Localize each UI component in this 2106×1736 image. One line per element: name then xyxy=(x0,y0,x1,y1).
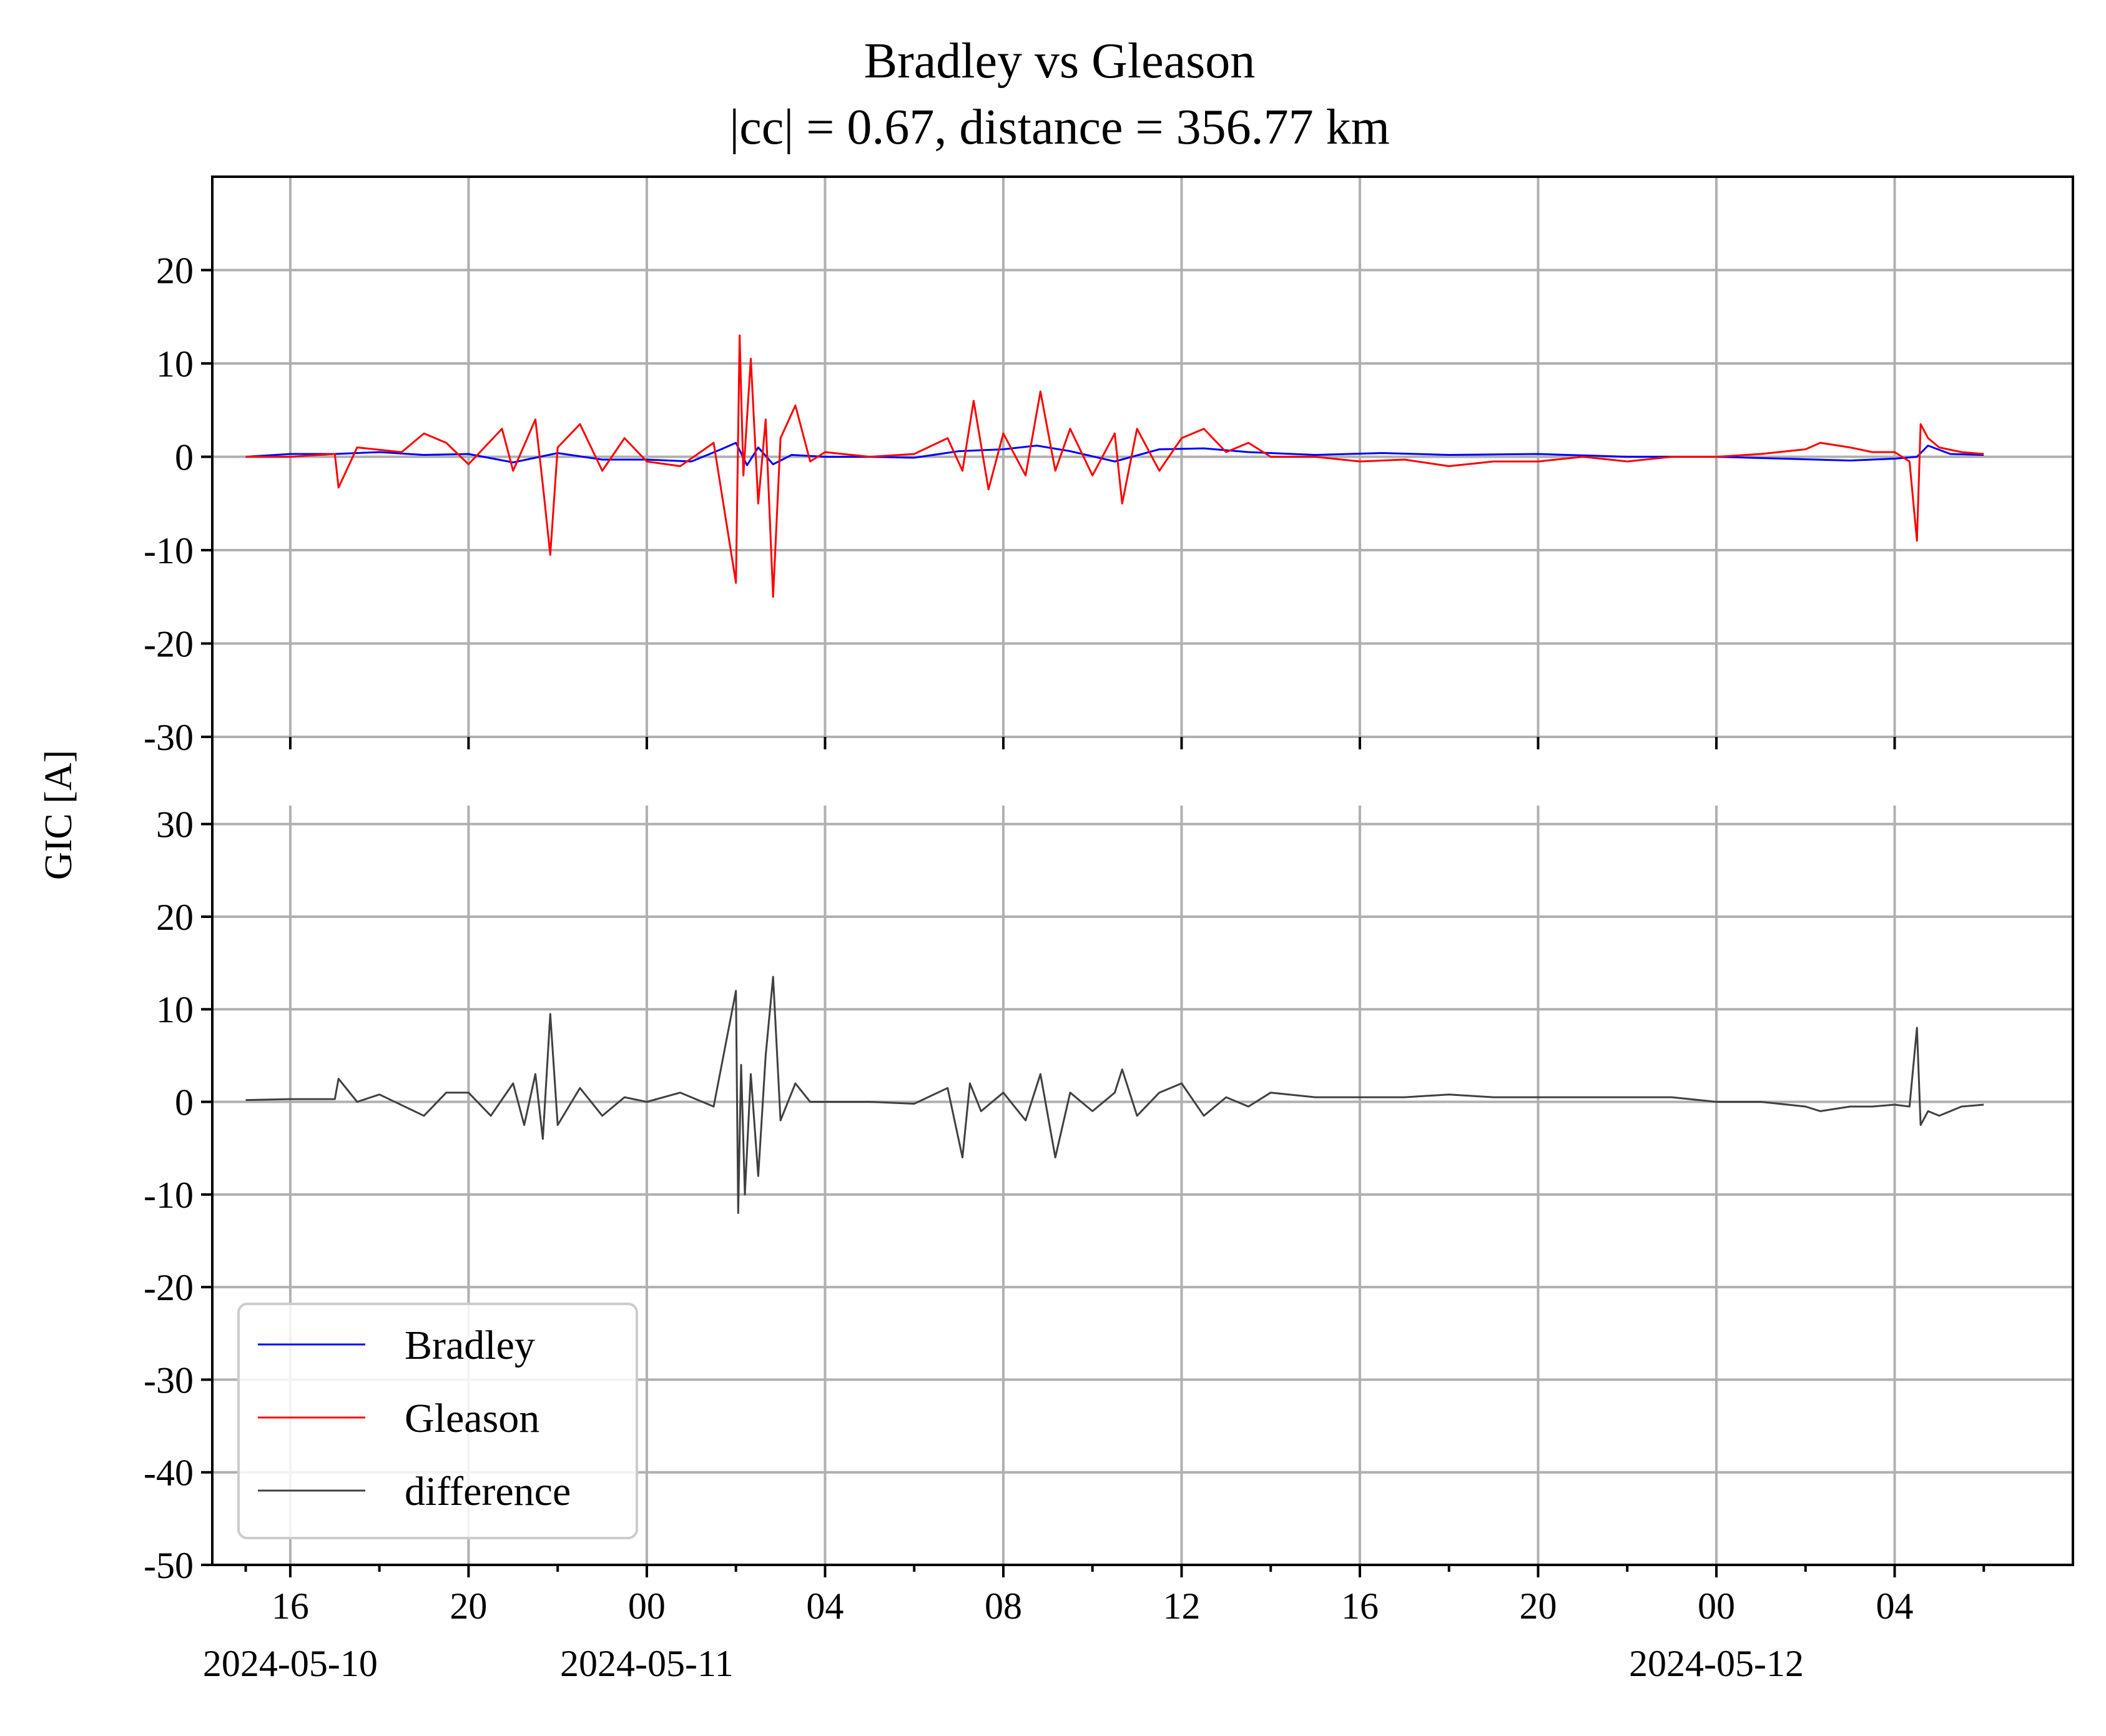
top-ytick-label-4: -20 xyxy=(144,624,194,665)
bottom-y-ticks: 30 20 10 0 -10 -20 -30 -40 -50 xyxy=(144,804,212,1586)
top-ytick-label-2: 0 xyxy=(175,437,194,478)
bottom-ytick-label-4: -10 xyxy=(144,1175,194,1216)
xdate-label-2: 2024-05-12 xyxy=(1629,1643,1804,1684)
xtick-label-7: 20 xyxy=(1519,1586,1557,1627)
top-series-group xyxy=(245,334,1984,598)
legend-label-bradley: Bradley xyxy=(405,1323,535,1368)
top-ytick-label-1: 10 xyxy=(156,343,194,385)
xdate-label-0: 2024-05-10 xyxy=(203,1643,378,1684)
bottom-ytick-label-1: 20 xyxy=(156,897,194,938)
y-axis-label: GIC [A] xyxy=(37,750,80,880)
xtick-label-3: 04 xyxy=(806,1586,844,1627)
bottom-panel: 30 20 10 0 -10 -20 -30 -40 -50 xyxy=(144,804,2073,1586)
series-line-difference xyxy=(245,975,1984,1214)
xtick-label-8: 00 xyxy=(1698,1586,1735,1627)
top-ytick-label-0: 20 xyxy=(156,250,194,292)
bottom-ytick-label-6: -30 xyxy=(144,1359,194,1401)
bottom-ytick-label-5: -20 xyxy=(144,1267,194,1308)
xtick-label-1: 20 xyxy=(450,1586,487,1627)
top-gridlines xyxy=(212,177,2073,738)
series-line-bradley xyxy=(245,441,1984,466)
xtick-label-9: 04 xyxy=(1876,1586,1913,1627)
legend-label-difference: difference xyxy=(405,1469,571,1514)
x-axis-ticks: 16 20 00 04 08 12 16 20 00 04 2024-05-10 2024-05-11… xyxy=(203,737,1985,1684)
top-ytick-label-3: -10 xyxy=(144,530,194,571)
plot-frame xyxy=(211,175,2074,1566)
chart-subtitle: |cc| = 0.67, distance = 356.77 km xyxy=(729,100,1390,155)
bottom-ytick-label-3: 0 xyxy=(175,1082,194,1123)
xtick-label-5: 12 xyxy=(1163,1586,1200,1627)
bottom-ytick-label-8: -50 xyxy=(144,1545,194,1586)
xtick-label-6: 16 xyxy=(1341,1586,1379,1627)
legend: Bradley Gleason difference xyxy=(237,1303,638,1539)
xtick-label-0: 16 xyxy=(272,1586,309,1627)
bottom-series-group xyxy=(245,975,1984,1214)
xtick-label-2: 00 xyxy=(628,1586,666,1627)
bottom-ytick-label-7: -40 xyxy=(144,1452,194,1494)
series-line-gleason xyxy=(245,334,1984,598)
xtick-label-4: 08 xyxy=(985,1586,1022,1627)
xdate-label-1: 2024-05-11 xyxy=(560,1643,734,1684)
bottom-ytick-label-2: 10 xyxy=(156,989,194,1030)
chart-title: Bradley vs Gleason xyxy=(864,34,1256,89)
legend-box xyxy=(237,1303,638,1539)
top-y-ticks: 20 10 0 -10 -20 -30 xyxy=(144,250,212,758)
legend-label-gleason: Gleason xyxy=(405,1396,539,1441)
top-panel: 20 10 0 -10 -20 -30 xyxy=(144,177,2073,758)
bottom-ytick-label-0: 30 xyxy=(156,804,194,846)
top-ytick-label-5: -30 xyxy=(144,717,194,758)
